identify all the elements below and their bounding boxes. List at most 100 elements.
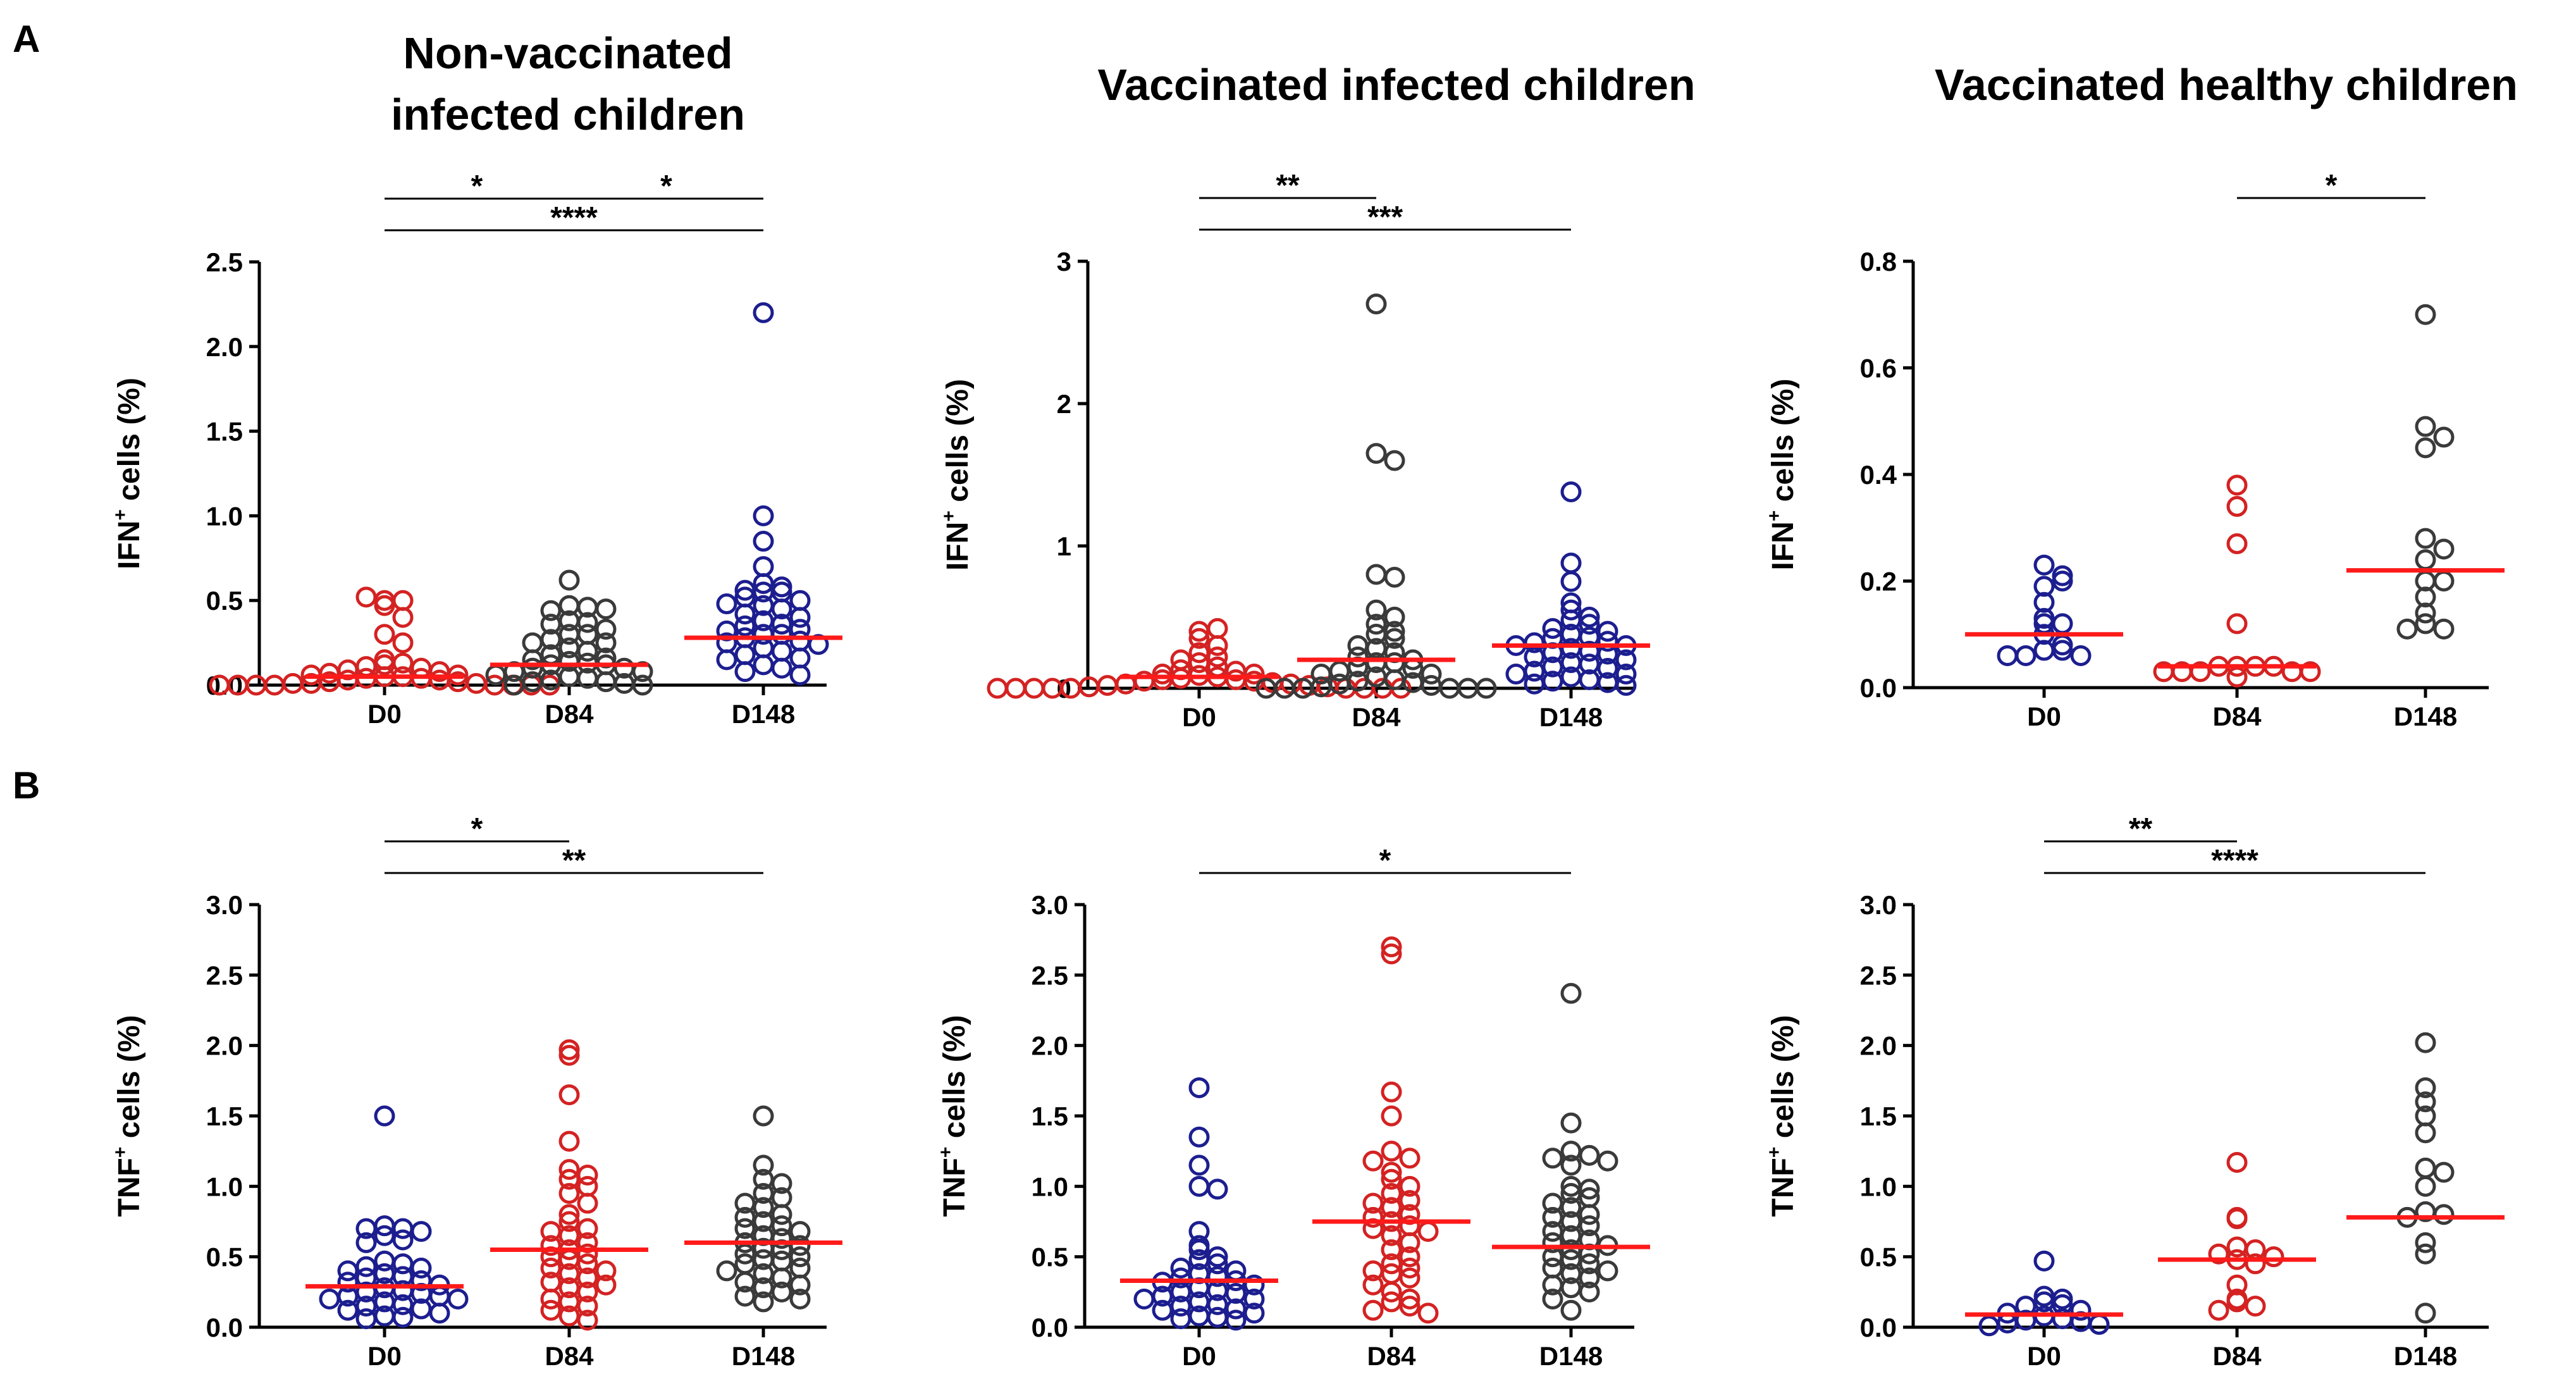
data-point xyxy=(1347,647,1369,667)
data-point xyxy=(1384,607,1405,628)
x-tick-label-d84: D84 xyxy=(2212,702,2262,731)
y-tick-label: 2 xyxy=(1057,389,1071,419)
y-axis-label-base: IFN xyxy=(941,522,975,571)
data-point xyxy=(540,1257,562,1278)
data-point xyxy=(1023,678,1045,699)
data-point xyxy=(1243,1303,1265,1324)
significance-label: * xyxy=(2326,169,2338,202)
y-axis-label: TNF+ cells (%) xyxy=(935,1015,971,1217)
data-point xyxy=(753,1291,774,1313)
data-point xyxy=(1170,1257,1192,1278)
data-point xyxy=(1978,1315,2000,1337)
y-axis-label-sup: + xyxy=(1764,1147,1785,1158)
data-point xyxy=(374,595,395,616)
y-tick-label: 1.5 xyxy=(1032,1101,1068,1131)
data-point xyxy=(1615,675,1637,696)
data-point xyxy=(577,1192,598,1214)
data-point xyxy=(1097,675,1118,696)
data-point xyxy=(716,593,737,615)
significance-label: *** xyxy=(1367,201,1403,234)
y-tick-label: 0.4 xyxy=(1860,460,1897,490)
data-point xyxy=(789,1288,811,1309)
data-point xyxy=(2415,586,2436,608)
data-point xyxy=(1399,1296,1420,1317)
data-point xyxy=(2300,661,2321,683)
data-point xyxy=(392,590,414,611)
data-point xyxy=(2415,1303,2436,1324)
data-point xyxy=(1542,1148,1563,1169)
data-point xyxy=(540,614,562,635)
y-tick-label: 0.5 xyxy=(206,1242,243,1272)
y-axis-label: TNF+ cells (%) xyxy=(1764,1015,1800,1217)
significance-label: ** xyxy=(562,844,586,877)
data-point xyxy=(1420,675,1442,696)
y-tick-label: 0.8 xyxy=(1860,247,1897,276)
data-point xyxy=(1310,664,1332,684)
data-point xyxy=(2088,1314,2110,1335)
y-tick-label: 1.5 xyxy=(206,1101,243,1131)
data-point xyxy=(1399,1148,1420,1169)
y-tick-label: 0.2 xyxy=(1860,567,1897,597)
y-tick-label: 3.0 xyxy=(206,890,243,920)
significance-label: **** xyxy=(550,201,598,235)
data-point xyxy=(771,657,792,679)
data-point xyxy=(753,531,774,552)
data-point xyxy=(282,672,304,694)
y-tick-label: 2.0 xyxy=(1032,1031,1068,1061)
data-point xyxy=(577,1309,598,1331)
data-point xyxy=(577,612,598,633)
data-point xyxy=(753,556,774,578)
data-point xyxy=(1399,1257,1420,1278)
data-point xyxy=(734,661,756,683)
data-point xyxy=(1579,1253,1600,1275)
data-point xyxy=(1597,621,1618,642)
y-tick-label: 0.5 xyxy=(1032,1242,1068,1272)
y-tick-label: 0.0 xyxy=(1860,1313,1897,1342)
data-point xyxy=(2415,1175,2436,1197)
data-point xyxy=(2433,618,2455,640)
data-point xyxy=(1188,1155,1210,1176)
data-point xyxy=(2033,576,2055,597)
data-point xyxy=(2415,1091,2436,1113)
data-point xyxy=(1560,982,1582,1004)
data-point xyxy=(1207,635,1228,656)
data-point xyxy=(1381,1239,1402,1261)
data-point xyxy=(1365,564,1387,585)
data-point xyxy=(1381,936,1402,958)
y-axis-label-sup: + xyxy=(110,509,131,521)
significance-label: * xyxy=(1379,844,1391,877)
x-tick-label-d84: D84 xyxy=(1352,702,1401,732)
y-axis-label-base: TNF xyxy=(1766,1158,1800,1217)
data-point xyxy=(1362,1274,1384,1296)
y-axis-label-rest: cells (%) xyxy=(113,378,146,509)
data-point xyxy=(558,1039,580,1060)
data-point xyxy=(1381,943,1402,965)
data-point xyxy=(771,1215,792,1237)
data-point xyxy=(595,632,617,653)
data-point xyxy=(355,586,377,608)
data-point xyxy=(716,1260,737,1282)
data-point xyxy=(2070,1299,2092,1321)
data-point xyxy=(1207,647,1228,667)
data-point xyxy=(355,1232,377,1253)
y-tick-label: 1.5 xyxy=(206,417,243,447)
data-point xyxy=(447,1288,469,1309)
data-point xyxy=(789,630,811,652)
data-point xyxy=(410,1257,432,1278)
data-point xyxy=(2226,496,2248,517)
data-point xyxy=(789,664,811,686)
data-point xyxy=(1560,552,1582,574)
data-point xyxy=(577,1175,598,1197)
data-point xyxy=(337,1260,359,1282)
data-point xyxy=(771,1281,792,1303)
data-point xyxy=(789,1221,811,1242)
x-tick-label-d148: D148 xyxy=(2394,1341,2457,1371)
data-point xyxy=(789,1257,811,1278)
data-point xyxy=(577,1218,598,1239)
data-point xyxy=(2226,613,2248,635)
significance-label: ** xyxy=(2129,812,2153,846)
data-point xyxy=(2226,1151,2248,1173)
y-tick-label: 1.0 xyxy=(1860,1172,1897,1201)
